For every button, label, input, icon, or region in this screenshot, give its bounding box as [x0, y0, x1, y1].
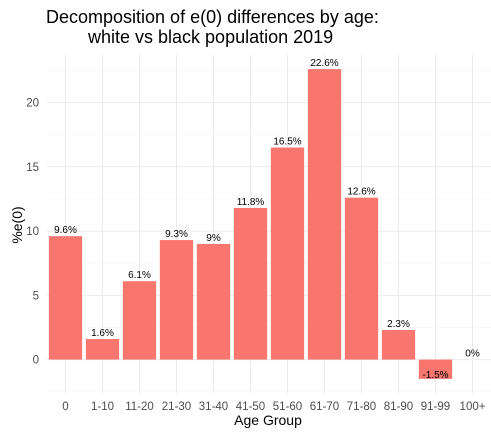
x-tick-label: 100+ — [460, 401, 486, 413]
bar-31-40 — [196, 243, 231, 360]
bar-11-20 — [122, 281, 157, 360]
bar-81-90 — [381, 330, 416, 360]
x-tick-label: 1-10 — [91, 401, 114, 413]
data-label: 12.6% — [347, 187, 375, 198]
bar-0 — [48, 236, 83, 360]
bar-71-80 — [344, 197, 379, 360]
y-tick-labels: 0 5 10 15 20 — [26, 98, 39, 367]
bars-group: 9.6% 1.6% 6.1% 9.3% 9% 11.8% 16.5% 22.6% 12.6% 2.… — [48, 58, 490, 381]
x-tick-label: 51-60 — [273, 401, 302, 413]
x-tick-label: 41-50 — [236, 401, 265, 413]
data-label: 2.3% — [387, 319, 410, 330]
data-label: 11.8% — [237, 197, 265, 208]
x-tick-label: 31-40 — [199, 401, 228, 413]
y-tick-label: 0 — [33, 355, 39, 367]
data-label: 9.3% — [165, 229, 188, 240]
x-tick-label: 0 — [62, 401, 68, 413]
data-label: 6.1% — [128, 270, 151, 281]
bar-1-10 — [85, 339, 120, 360]
data-label: -1.5% — [422, 370, 448, 381]
x-axis-title: Age Group — [234, 412, 302, 428]
chart-title-line1: Decomposition of e(0) differences by age… — [46, 7, 379, 27]
data-label: 9.6% — [54, 225, 77, 236]
x-tick-label: 91-99 — [421, 401, 450, 413]
data-label: 16.5% — [273, 137, 301, 148]
chart-title-line2: white vs black population 2019 — [87, 27, 333, 47]
data-label: 1.6% — [91, 328, 114, 339]
bar-51-60 — [270, 147, 305, 360]
x-tick-label: 21-30 — [162, 401, 191, 413]
data-label: 0% — [465, 349, 480, 360]
y-axis-title: %e(0) — [9, 206, 25, 243]
x-tick-label: 11-20 — [125, 401, 154, 413]
x-tick-labels: 0 1-10 11-20 21-30 31-40 41-50 51-60 61-70 71-80… — [62, 401, 485, 413]
bar-91-99 — [418, 359, 453, 379]
data-label: 9% — [206, 233, 221, 244]
x-tick-label: 61-70 — [310, 401, 339, 413]
x-tick-label: 71-80 — [347, 401, 376, 413]
y-tick-label: 15 — [26, 162, 39, 174]
bar-61-70 — [307, 69, 342, 360]
x-tick-label: 81-90 — [384, 401, 413, 413]
bar-41-50 — [233, 207, 268, 360]
y-tick-label: 5 — [33, 290, 39, 302]
data-label: 22.6% — [310, 58, 338, 69]
y-tick-label: 20 — [26, 98, 39, 110]
bar-21-30 — [159, 240, 194, 360]
y-tick-label: 10 — [26, 226, 39, 238]
